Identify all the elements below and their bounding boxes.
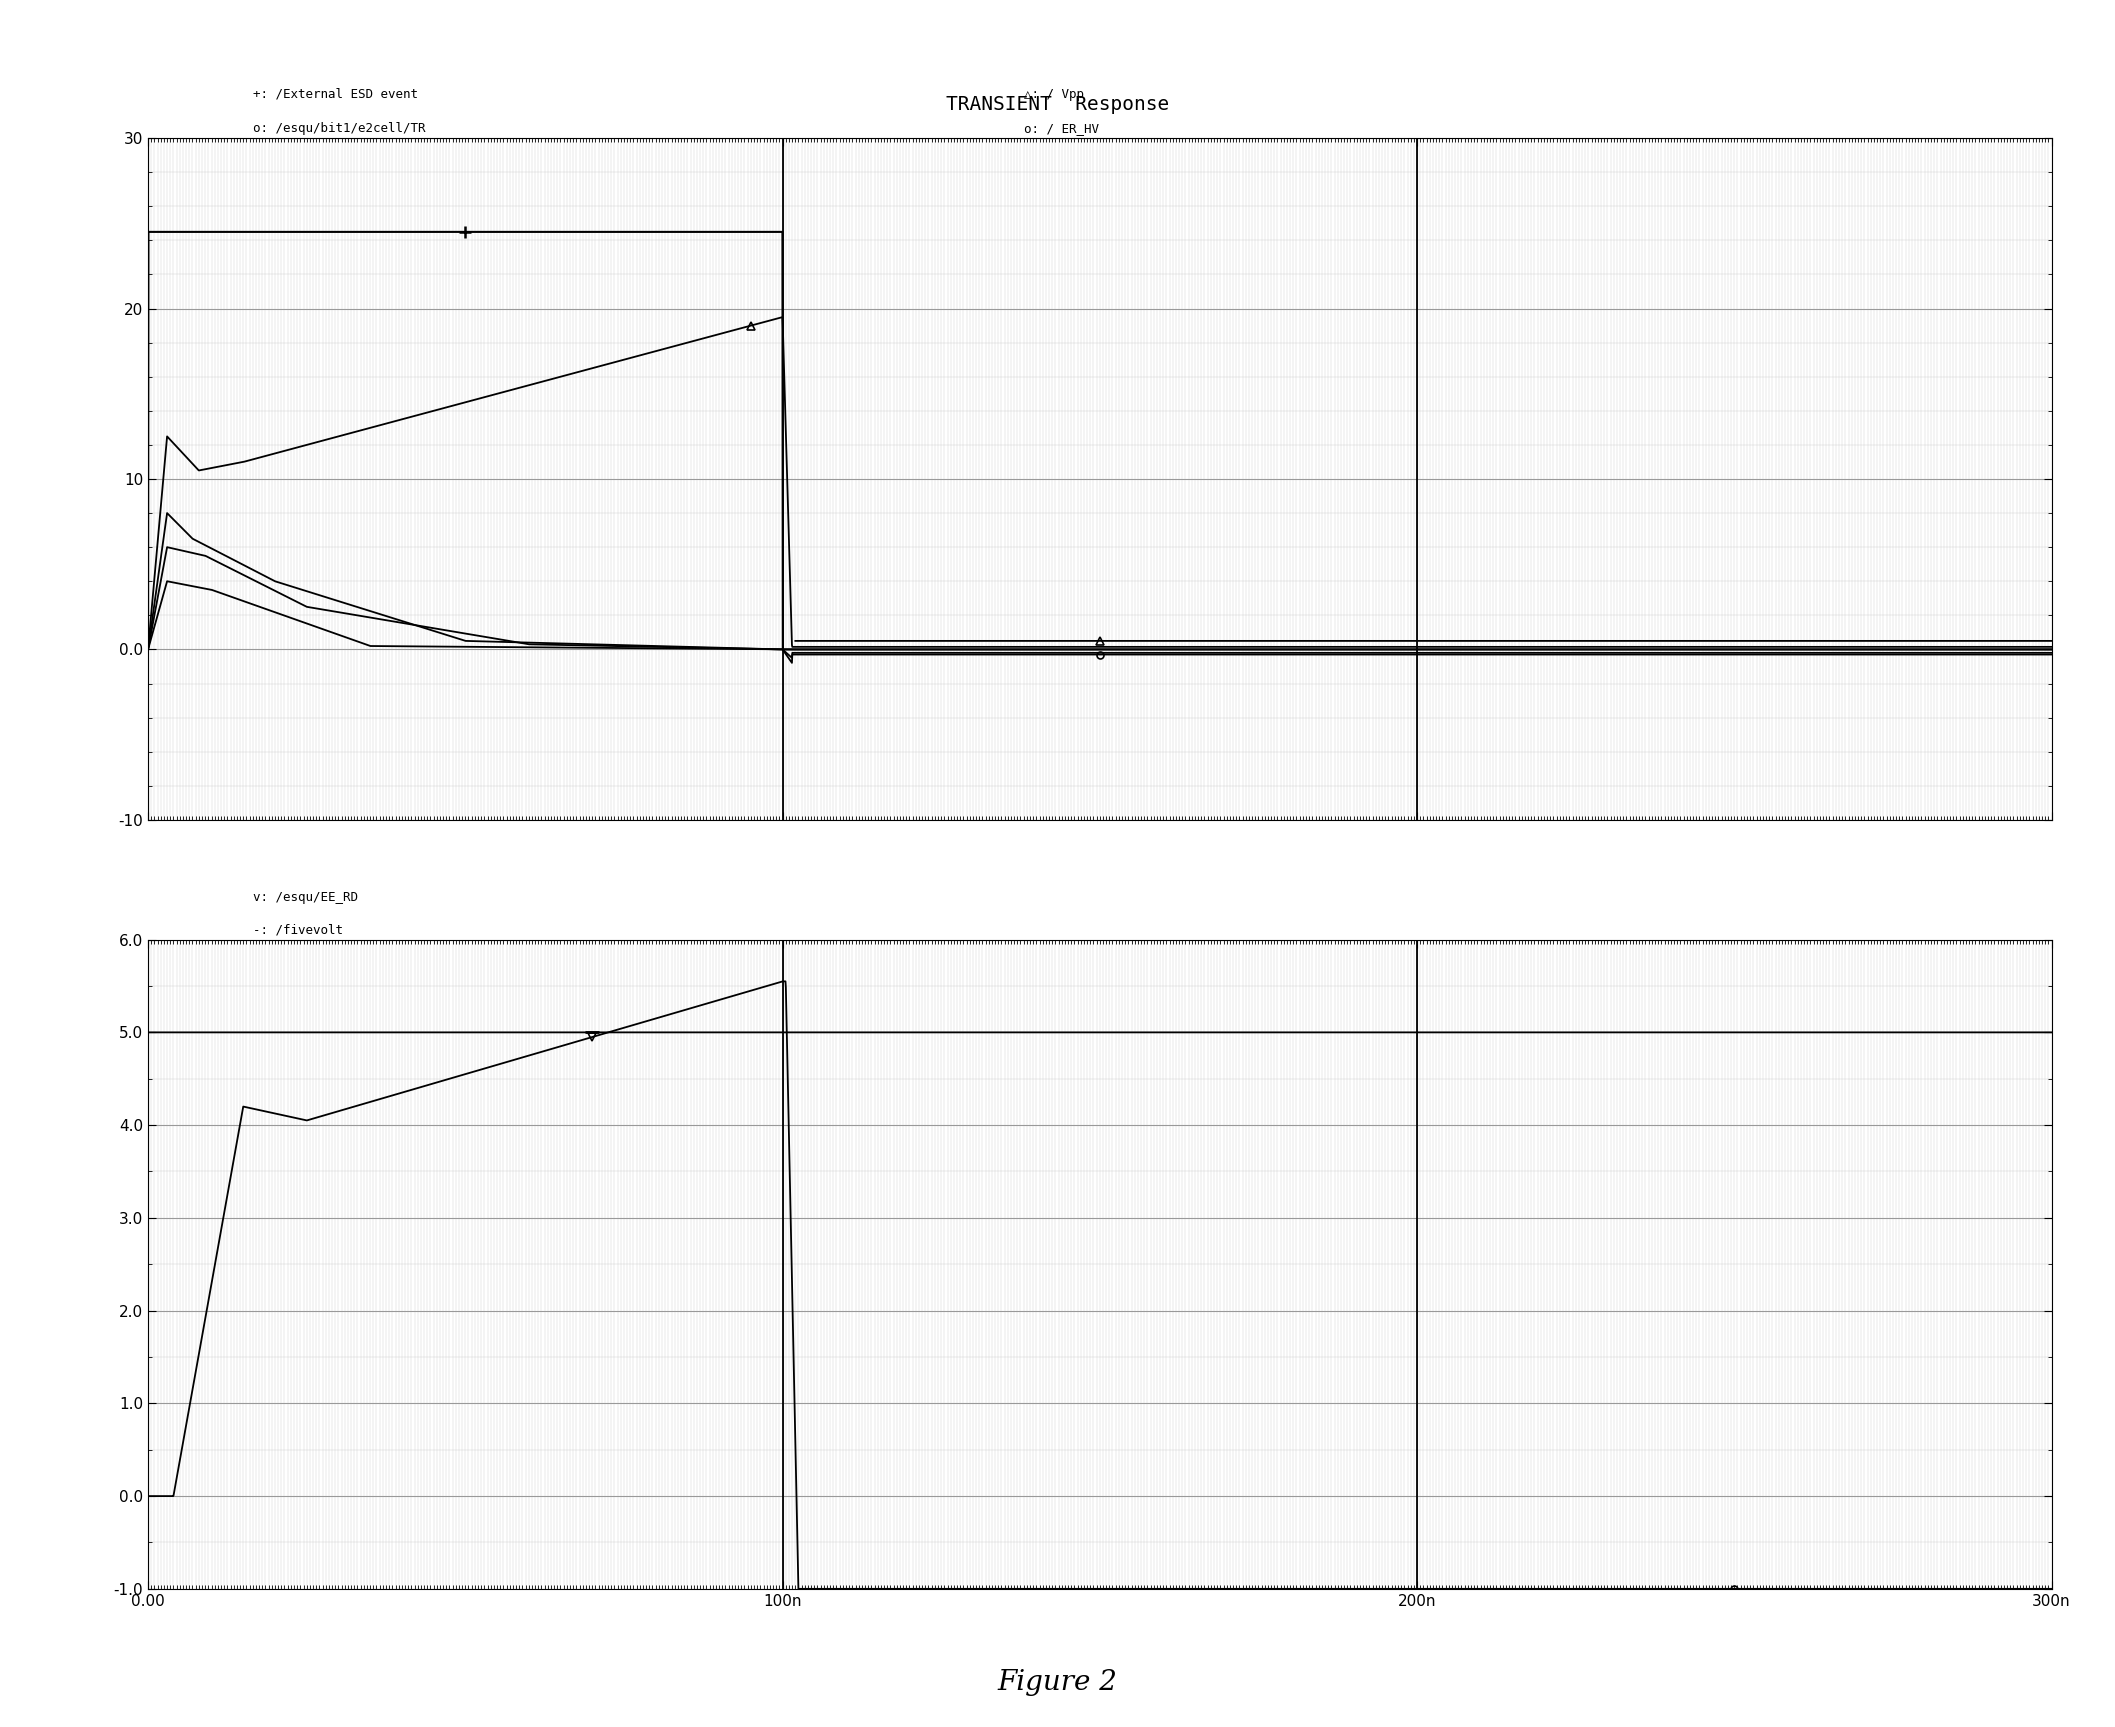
Text: -: /fivevolt: -: /fivevolt — [254, 924, 343, 936]
Text: Figure 2: Figure 2 — [998, 1668, 1117, 1696]
Text: o: / ER_HV: o: / ER_HV — [1024, 121, 1098, 135]
Text: +: /External ESD event: +: /External ESD event — [254, 88, 419, 100]
Text: o: /esqu/bit1/e2cell/TR: o: /esqu/bit1/e2cell/TR — [254, 121, 425, 135]
Text: TRANSIENT  Response: TRANSIENT Response — [945, 95, 1170, 114]
Text: v: /esqu/EE_RD: v: /esqu/EE_RD — [254, 891, 357, 903]
Text: △: / Vpp: △: / Vpp — [1024, 88, 1083, 100]
